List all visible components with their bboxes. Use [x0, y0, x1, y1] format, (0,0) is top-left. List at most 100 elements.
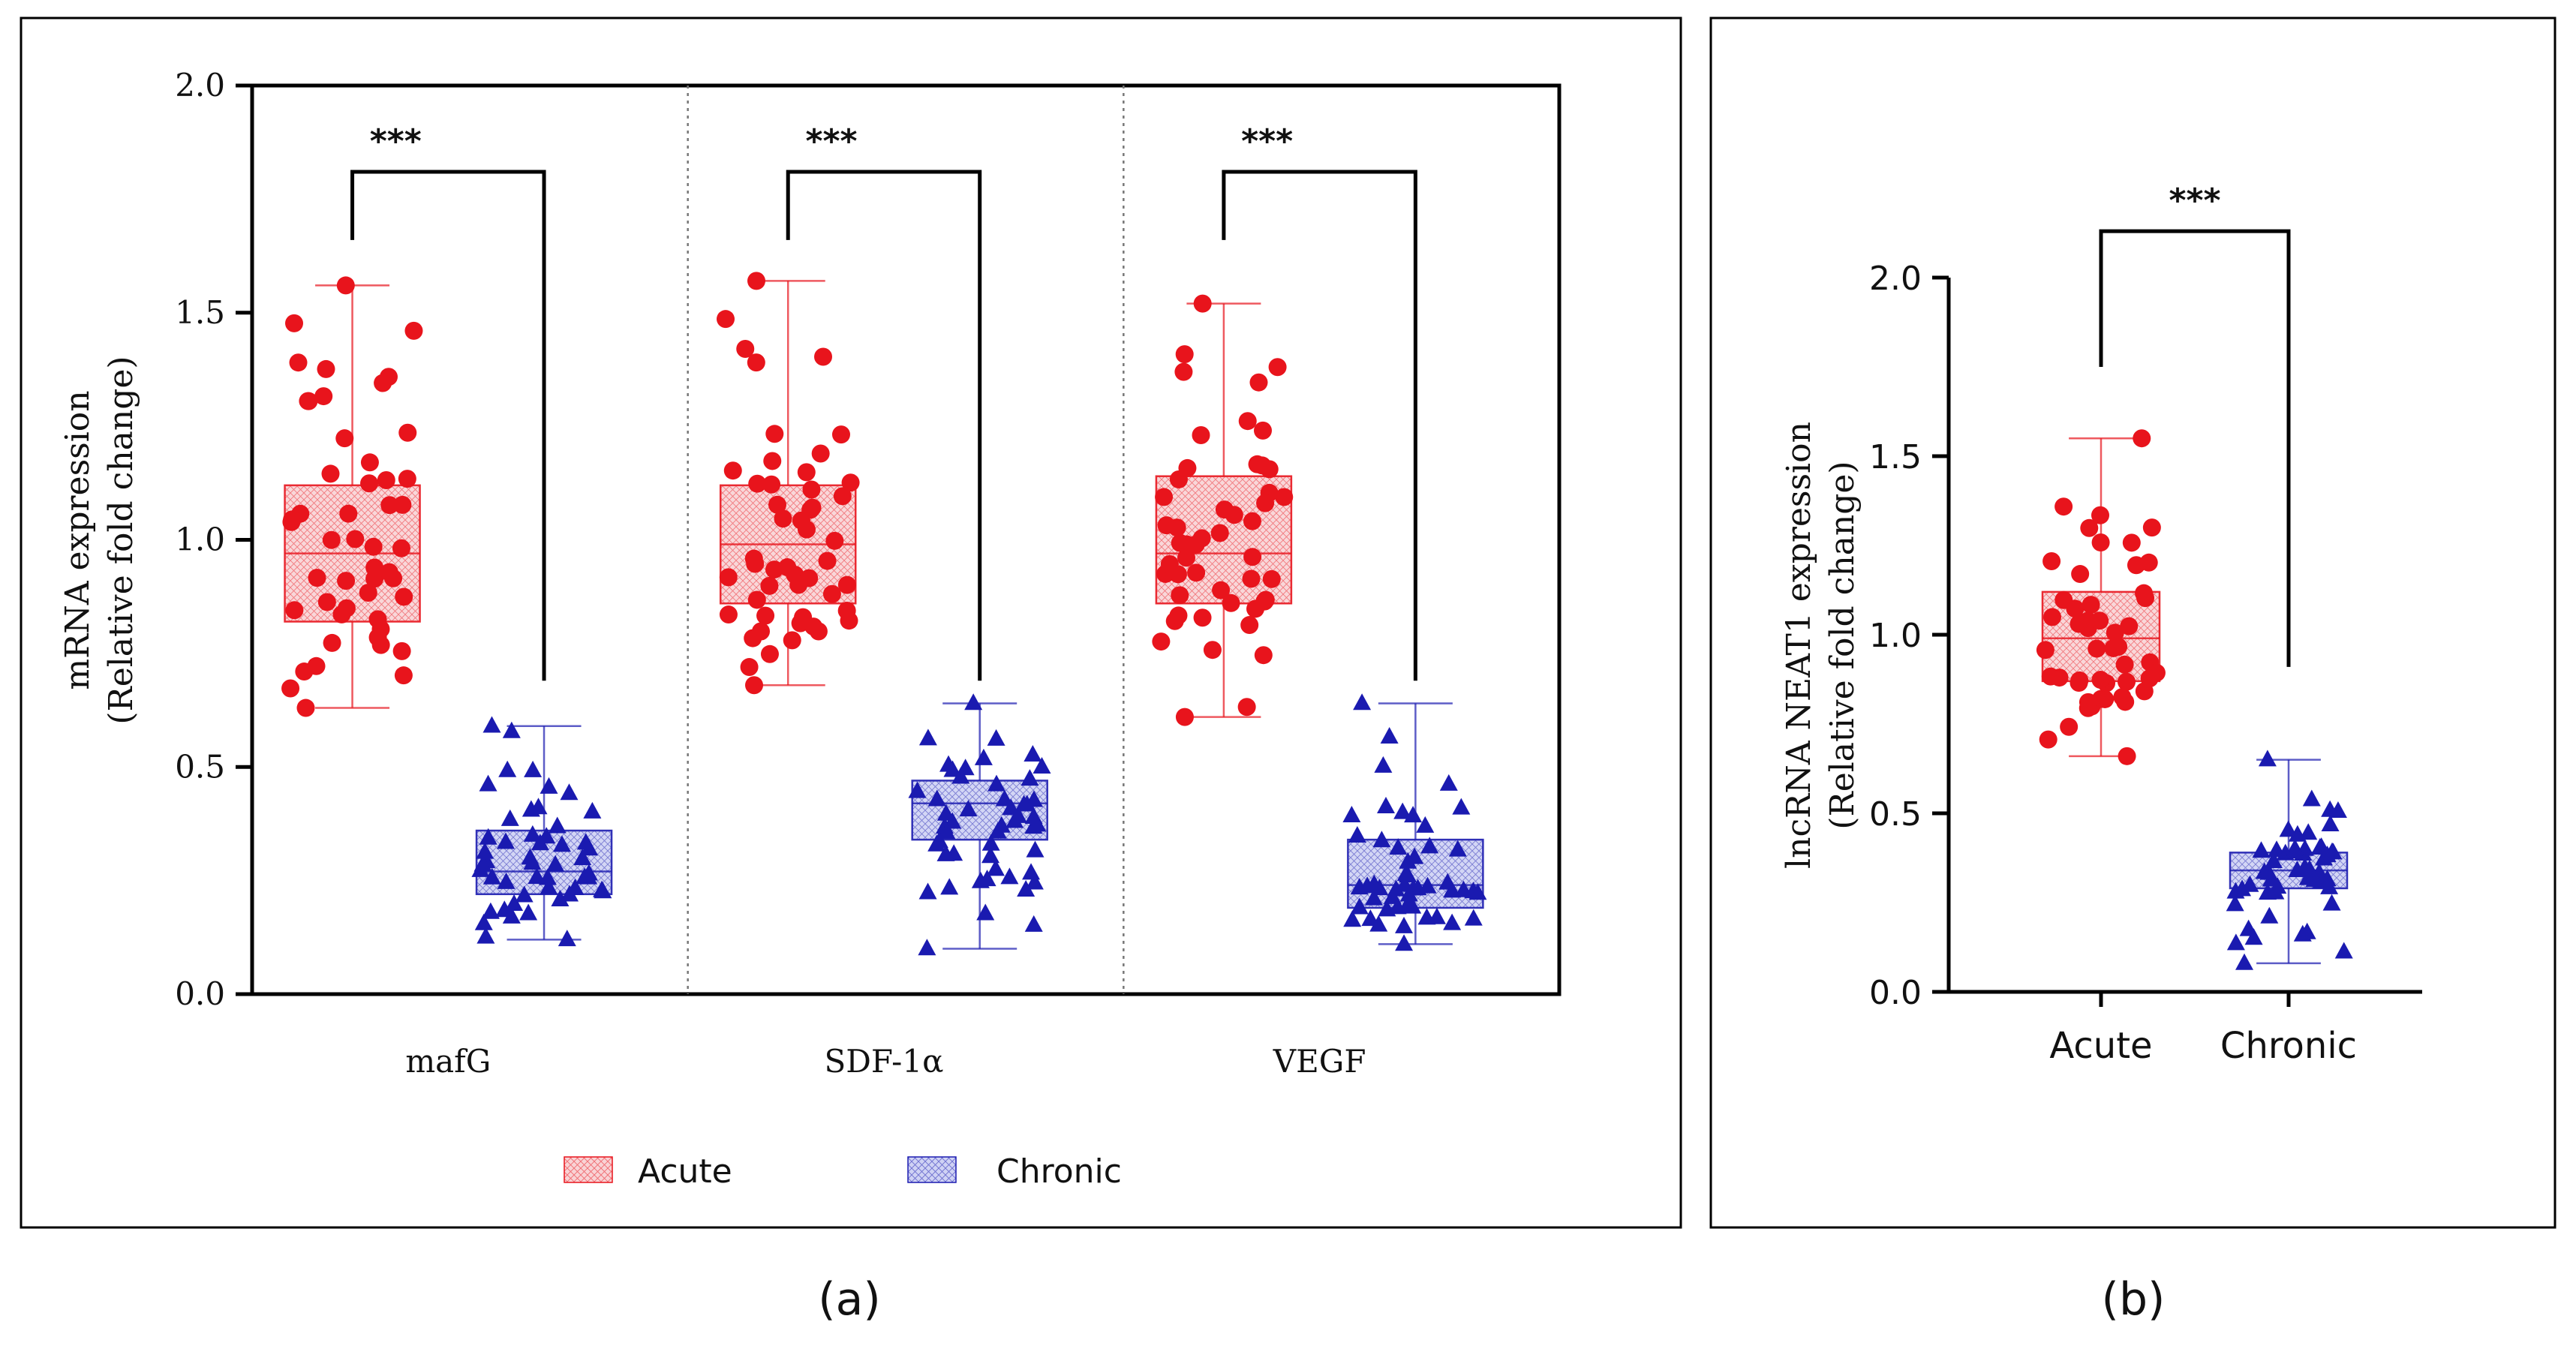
panel-a-1-acute-point [797, 463, 816, 482]
panel-a-2-acute-point [1215, 500, 1234, 519]
panel-a-ytick-label: 1.5 [175, 294, 225, 331]
panel-a-0-acute-point [360, 453, 379, 472]
panel-a-2-acute-point [1222, 593, 1240, 612]
panel-a-0-chronic-point [548, 816, 567, 834]
panel-a-2-chronic-point [1403, 897, 1422, 914]
panel-a-1-chronic-point [908, 781, 927, 798]
panel-a-0-acute-point [323, 633, 341, 652]
panel-a-0-acute-point [368, 610, 387, 629]
panel-a-0-chronic-point [529, 798, 548, 815]
panel-a-1-acute-point [768, 495, 786, 514]
panel-a-1-acute-point [841, 473, 860, 492]
panel-a-category-label: SDF-1α [824, 1043, 943, 1080]
panel-a-0-chronic-point [558, 930, 576, 947]
panel-a-2-acute-point [1210, 524, 1229, 542]
panel-a-1-chronic-point [939, 755, 958, 772]
panel-a-1-chronic-point [974, 748, 993, 765]
panel-a-1-acute-point [803, 498, 822, 517]
panel-a-1-chronic-point [987, 774, 1006, 792]
panel-a-2-acute-point [1256, 494, 1275, 512]
panel-a-2-chronic-point [1343, 910, 1362, 927]
panel-a-2-chronic-point [1443, 881, 1462, 898]
panel-a-2-acute-point [1240, 616, 1259, 635]
panel-b-chronic-point [2252, 841, 2271, 858]
panel-b-chronic-point [2320, 877, 2339, 894]
panel-b-chronic-point [2318, 846, 2337, 863]
panel-a-0-acute-point [321, 464, 340, 483]
panel-a-1-chronic-point [1033, 757, 1051, 774]
panel-a-2-chronic-point [1427, 907, 1446, 924]
panel-a-0-acute-point [296, 699, 315, 717]
panel-a-1-chronic-point [1002, 798, 1020, 816]
panel-a-0-chronic-point [552, 835, 571, 852]
panel-b-ytick-label: 1.5 [1869, 438, 1922, 476]
panel-a-2-significance: *** [1241, 122, 1293, 161]
panel-a-1-chronic-point [981, 846, 1000, 864]
panel-b-acute-point [2096, 690, 2115, 708]
panel-a-category-label: VEGF [1273, 1043, 1366, 1080]
panel-b-chronic-point [2241, 875, 2259, 892]
panel-a-0-chronic-point [473, 855, 492, 872]
panel-a-2-acute-point [1212, 581, 1231, 599]
panel-b-acute-point [2106, 623, 2124, 642]
panel-a-0-acute-point [281, 679, 300, 698]
panel-a-0-acute-point [394, 666, 413, 685]
panel-b-acute-point [2091, 671, 2110, 690]
panel-b-chronic-point [2321, 814, 2340, 831]
panel-a-0-chronic-point [497, 832, 516, 849]
panel-a-0-acute-point [398, 423, 417, 442]
panel-a-0-acute-point [314, 387, 333, 406]
panel-b-acute-point [2091, 533, 2110, 551]
panel-a-1-chronic-point [1023, 744, 1042, 762]
panel-a-1-acute-point [740, 658, 759, 677]
panel-a-1-chronic-point [930, 831, 948, 849]
panel-b-ytick-label: 0.0 [1869, 974, 1922, 1012]
panel-a-2-chronic-point [1377, 796, 1396, 813]
panel-b-chronic-point [2259, 883, 2277, 900]
panel-a-0-chronic-point [482, 867, 501, 885]
panel-b-chronic-point [2322, 894, 2341, 911]
panel-a-2-acute-point [1169, 470, 1188, 488]
panel-a-ytick-label: 2.0 [175, 67, 225, 104]
panel-a-0-acute-point [398, 470, 416, 488]
panel-a-2-chronic-point [1399, 885, 1418, 902]
panel-b-chronic-point [2235, 953, 2254, 970]
panel-a-0-acute-point [336, 276, 355, 295]
panel-a-1-chronic-point [1005, 811, 1024, 828]
panel-a-1-acute-point [797, 520, 816, 539]
panel-b-chronic-point [2310, 863, 2328, 880]
panel-a-1-acute-point [748, 474, 767, 493]
panel-a-0-acute-point [374, 374, 392, 392]
panel-a-0-chronic-point [528, 867, 546, 885]
panel-b-acute-point [2139, 553, 2158, 572]
panel-a-1-chronic-point [981, 834, 1000, 851]
panel-a-2-acute-point [1157, 516, 1176, 535]
panel-b-acute-point [2080, 518, 2099, 537]
panel-a-1-acute-point [833, 487, 852, 506]
panel-a-2-acute-point [1242, 569, 1261, 588]
panel-b-acute-point [2039, 730, 2057, 749]
panel-a-0-acute-point [317, 593, 336, 611]
panel-a-1-acute-point [756, 606, 775, 625]
panel-b-chronic-point [2286, 842, 2304, 859]
panel-a-0-acute-point [364, 537, 383, 556]
panel-a-1-bracket [786, 170, 982, 681]
panel-a-0-chronic-point [551, 890, 570, 907]
panel-b-ylabel-line2: (Relative fold change) [1823, 461, 1862, 829]
panel-a-ytick-label: 0.0 [175, 975, 225, 1012]
panel-a-1-acute-point [837, 575, 856, 594]
panel-a-0-chronic-point [560, 783, 579, 801]
panel-a-ytick-label: 0.5 [175, 748, 225, 785]
panel-b-acute-point [2060, 717, 2079, 736]
panel-a-0-chronic-point [523, 853, 542, 870]
panel-b-acute-point [2142, 518, 2161, 537]
panel-a-1-acute-point [717, 310, 735, 329]
panel-a-0-acute-point [282, 512, 301, 531]
panel-a-0-acute-point [339, 504, 358, 523]
panel-b-chronic-point [2244, 928, 2263, 945]
panel-a-1-acute-point [840, 611, 858, 630]
panel-a-1-chronic-point [959, 800, 978, 817]
panel-a-1-acute-point [760, 576, 779, 595]
panel-a-0-chronic-point [561, 885, 579, 902]
panel-a-0-acute-point [395, 587, 413, 606]
